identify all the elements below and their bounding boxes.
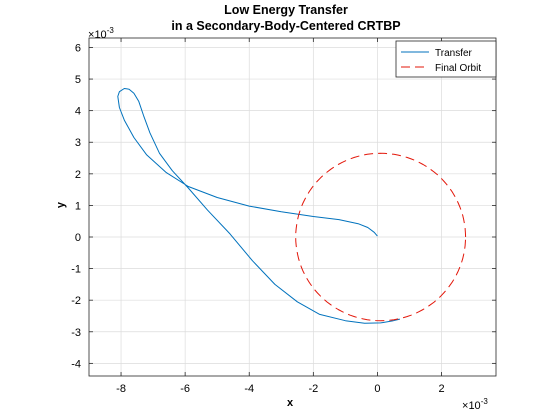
y-tick-label: 3 bbox=[75, 137, 81, 149]
y-tick-label: -3 bbox=[71, 327, 81, 339]
axes-box bbox=[88, 37, 497, 377]
y-tick-label: 6 bbox=[75, 42, 81, 54]
plot-area bbox=[89, 38, 496, 376]
y-axis-multiplier: ×10-3 bbox=[88, 26, 114, 41]
series-line-transfer bbox=[117, 88, 401, 324]
series-line-final-orbit bbox=[295, 152, 467, 322]
y-multiplier-exponent: -3 bbox=[107, 26, 115, 35]
y-tick-label: -4 bbox=[71, 358, 81, 370]
x-tick-label: -4 bbox=[244, 383, 254, 395]
x-multiplier-prefix: × bbox=[462, 400, 468, 412]
y-axis-label: y bbox=[55, 201, 67, 208]
y-tick-label: 1 bbox=[75, 200, 81, 212]
y-tick-label: -2 bbox=[71, 295, 81, 307]
y-tick-label: 2 bbox=[75, 169, 81, 181]
chart-title-line-1: Low Energy Transfer bbox=[224, 3, 348, 17]
x-tick-label: 2 bbox=[438, 383, 444, 395]
x-tick-label: 0 bbox=[374, 383, 380, 395]
legend-box bbox=[395, 40, 497, 78]
y-tick-label: -1 bbox=[71, 264, 81, 276]
legend-label-final-orbit: Final Orbit bbox=[435, 63, 481, 74]
x-multiplier-base: 10 bbox=[468, 400, 480, 412]
chart-title-line-2: in a Secondary-Body-Centered CRTBP bbox=[171, 19, 400, 33]
y-tick-label: 5 bbox=[75, 74, 81, 86]
legend-label-transfer: Transfer bbox=[435, 48, 473, 59]
y-tick-label: 4 bbox=[75, 106, 81, 118]
ticks: -8 -6 -4 -2 0 2 -4 -3 -2 -1 0 1 2 3 4 5 6 bbox=[71, 38, 496, 395]
y-multiplier-base: 10 bbox=[94, 29, 106, 41]
y-multiplier-prefix: × bbox=[88, 29, 94, 41]
y-tick-label: 0 bbox=[75, 232, 81, 244]
x-tick-label: -6 bbox=[180, 383, 190, 395]
x-tick-label: -2 bbox=[308, 383, 318, 395]
x-tick-label: -8 bbox=[116, 383, 126, 395]
x-axis-label: x bbox=[287, 397, 294, 409]
x-axis-multiplier: ×10-3 bbox=[462, 397, 488, 412]
data-layer bbox=[117, 88, 467, 324]
legend: Transfer Final Orbit bbox=[395, 40, 497, 78]
x-multiplier-exponent: -3 bbox=[481, 397, 489, 406]
grid bbox=[89, 38, 496, 376]
